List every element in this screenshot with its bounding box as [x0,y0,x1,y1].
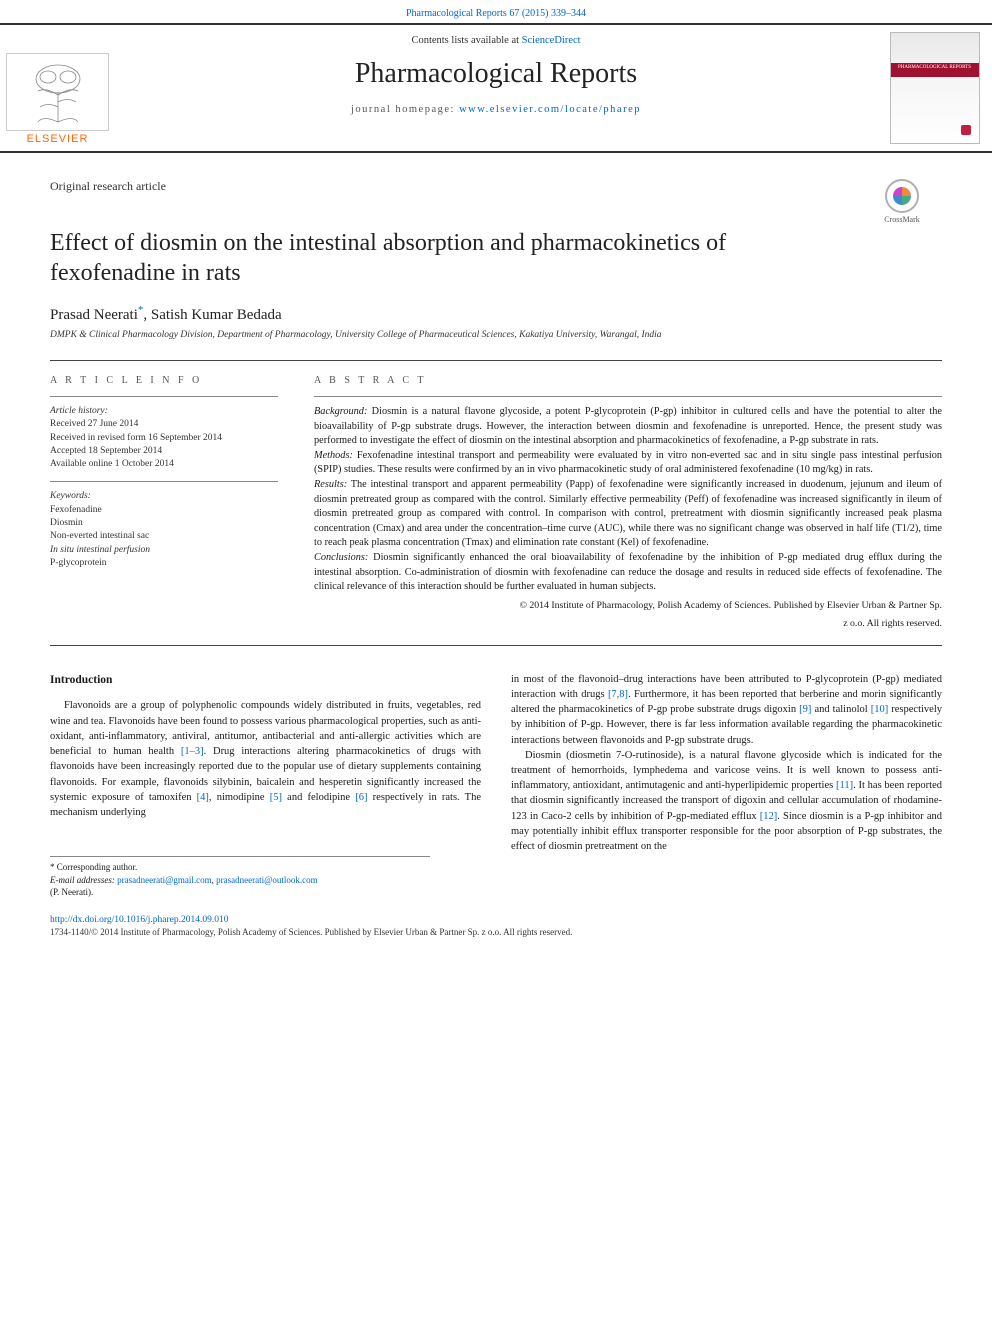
article-info-column: A R T I C L E I N F O Article history: R… [50,375,278,631]
body-col-right: in most of the flavonoid–drug interactio… [511,672,942,899]
sciencedirect-link[interactable]: ScienceDirect [522,35,581,46]
email-line: E-mail addresses: prasadneerati@gmail.co… [50,874,430,887]
ref-5[interactable]: [5] [270,792,282,803]
abstract-heading: A B S T R A C T [314,375,942,386]
article-type: Original research article [50,179,166,194]
email-2[interactable]: prasadneerati@outlook.com [216,875,318,885]
keyword: Fexofenadine [50,504,278,517]
authors: Prasad Neerati*, Satish Kumar Bedada [0,288,992,330]
journal-homepage-link[interactable]: www.elsevier.com/locate/pharep [459,104,641,115]
re-label: Results: [314,479,347,490]
revised-date: Received in revised form 16 September 20… [50,432,278,445]
keyword: In situ intestinal perfusion [50,544,278,557]
accepted-date: Accepted 18 September 2014 [50,445,278,458]
info-separator [50,396,278,397]
ref-6[interactable]: [6] [355,792,367,803]
info-separator [50,481,278,482]
copyright-line-2: z o.o. All rights reserved. [314,617,942,631]
me-text: Fexofenadine intestinal transport and pe… [314,450,942,476]
ref-11[interactable]: [11] [836,780,853,791]
intro-para-2: in most of the flavonoid–drug interactio… [511,672,942,748]
crossmark-icon [885,179,919,213]
intro-para-3: Diosmin (diosmetin 7-O-rutinoside), is a… [511,748,942,855]
elsevier-logo: ELSEVIER [6,53,109,145]
body-columns: Introduction Flavonoids are a group of p… [0,646,992,899]
keywords-block: Keywords: Fexofenadine Diosmin Non-evert… [50,490,278,570]
keyword: Non-everted intestinal sac [50,530,278,543]
footnotes: * Corresponding author. E-mail addresses… [50,856,430,899]
intro-para-1: Flavonoids are a group of polyphenolic c… [50,698,481,820]
header-center: Contents lists available at ScienceDirec… [115,25,877,151]
cover-band: PHARMACOLOGICAL REPORTS [891,63,979,77]
doi-link[interactable]: http://dx.doi.org/10.1016/j.pharep.2014.… [50,915,228,925]
ref-7-8[interactable]: [7,8] [608,689,628,700]
article-info-heading: A R T I C L E I N F O [50,375,278,386]
received-date: Received 27 June 2014 [50,418,278,431]
publisher-logo-area: ELSEVIER [0,25,115,151]
crossmark-label: CrossMark [862,215,942,224]
journal-cover-area: PHARMACOLOGICAL REPORTS [877,25,992,151]
co-text: Diosmin significantly enhanced the oral … [314,552,942,592]
top-citation: Pharmacological Reports 67 (2015) 339–34… [0,0,992,23]
keywords-label: Keywords: [50,490,278,503]
bg-label: Background: [314,406,367,417]
article-history: Article history: Received 27 June 2014 R… [50,405,278,471]
elsevier-wordmark: ELSEVIER [6,133,109,145]
journal-name: Pharmacological Reports [123,58,869,90]
affiliation: DMPK & Clinical Pharmacology Division, D… [0,330,992,350]
journal-header: ELSEVIER Contents lists available at Sci… [0,23,992,153]
history-label: Article history: [50,405,278,418]
journal-homepage: journal homepage: www.elsevier.com/locat… [123,104,869,115]
abstract-separator [314,396,942,397]
contents-available: Contents lists available at ScienceDirec… [123,35,869,46]
journal-cover-thumbnail: PHARMACOLOGICAL REPORTS [890,32,980,144]
elsevier-tree-icon [6,53,109,131]
cover-accent [961,125,971,135]
ref-4[interactable]: [4] [197,792,209,803]
issn-copyright: 1734-1140/© 2014 Institute of Pharmacolo… [50,927,942,937]
section-divider [50,360,942,361]
ref-12[interactable]: [12] [760,811,778,822]
email-tail: (P. Neerati). [50,886,430,899]
ref-9[interactable]: [9] [799,704,811,715]
copyright-line-1: © 2014 Institute of Pharmacology, Polish… [314,599,942,613]
keyword: P-glycoprotein [50,557,278,570]
top-citation-link[interactable]: Pharmacological Reports 67 (2015) 339–34… [406,8,586,19]
doi-line: http://dx.doi.org/10.1016/j.pharep.2014.… [50,915,942,925]
body-col-left: Introduction Flavonoids are a group of p… [50,672,481,899]
author-1: Prasad Neerati [50,307,138,323]
corresponding-note: * Corresponding author. [50,861,430,874]
intro-heading: Introduction [50,672,481,689]
crossmark-widget[interactable]: CrossMark [862,179,942,224]
re-text: The intestinal transport and apparent pe… [314,479,942,548]
author-2: , Satish Kumar Bedada [143,307,281,323]
me-label: Methods: [314,450,353,461]
ref-1-3[interactable]: [1–3] [181,746,204,757]
online-date: Available online 1 October 2014 [50,458,278,471]
ref-10[interactable]: [10] [871,704,889,715]
co-label: Conclusions: [314,552,368,563]
keyword: Diosmin [50,517,278,530]
email-1[interactable]: prasadneerati@gmail.com [117,875,212,885]
abstract-body: Background: Diosmin is a natural flavone… [314,405,942,631]
article-title: Effect of diosmin on the intestinal abso… [0,224,870,288]
bg-text: Diosmin is a natural flavone glycoside, … [314,406,942,446]
abstract-column: A B S T R A C T Background: Diosmin is a… [314,375,942,631]
